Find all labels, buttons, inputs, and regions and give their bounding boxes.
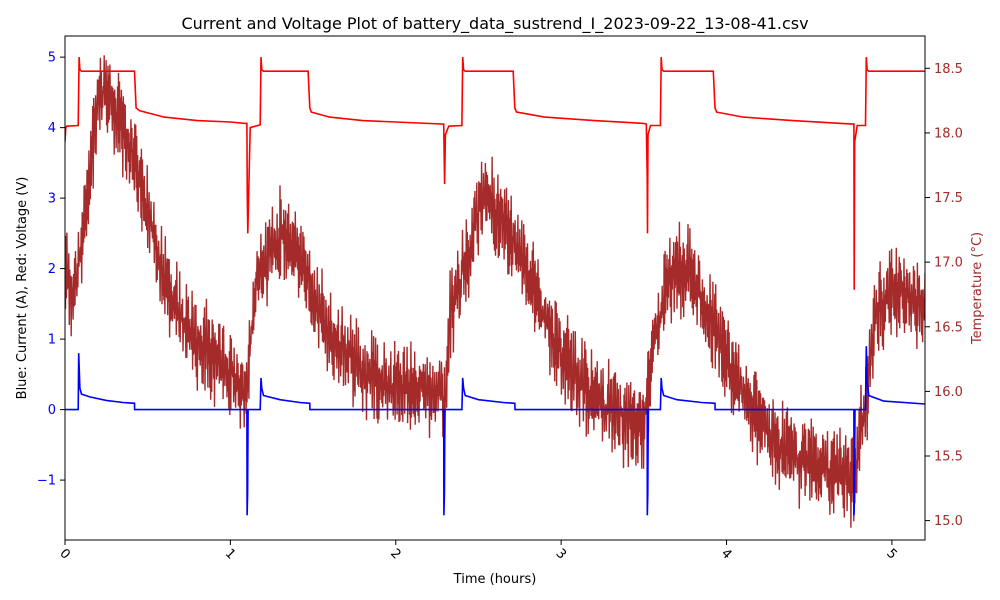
y-tick-label: 4 — [48, 121, 56, 136]
chart-title: Current and Voltage Plot of battery_data… — [181, 14, 808, 34]
y-axis-ticks: −1 0 1 2 3 4 5 — [37, 51, 65, 489]
y-tick-label: −1 — [37, 474, 56, 489]
plot-layer — [65, 55, 925, 528]
y2-tick-label: 16.5 — [934, 320, 963, 335]
y2-axis-title: Temperature (°C) — [970, 232, 985, 345]
y2-tick-label: 16.0 — [934, 385, 963, 400]
y2-tick-label: 18.0 — [934, 126, 963, 141]
y2-tick-label: 15.5 — [934, 450, 963, 465]
y2-axis-ticks: 15.0 15.5 16.0 16.5 17.0 17.5 18.0 18.5 — [925, 62, 963, 529]
y-tick-label: 5 — [48, 51, 56, 66]
y-tick-label: 0 — [48, 403, 56, 418]
current-line — [65, 346, 925, 516]
y-tick-label: 3 — [48, 192, 56, 207]
y-tick-label: 2 — [48, 262, 56, 277]
plot-frame — [64, 35, 926, 541]
temperature-line — [65, 55, 925, 528]
voltage-line — [65, 57, 925, 290]
x-axis-title: Time (hours) — [453, 572, 537, 587]
y2-tick-label: 18.5 — [934, 62, 963, 77]
y-axis-title: Blue: Current (A), Red: Voltage (V) — [15, 177, 30, 400]
y2-tick-label: 17.0 — [934, 256, 963, 271]
y2-tick-label: 17.5 — [934, 191, 963, 206]
y-tick-label: 1 — [48, 333, 56, 348]
y2-tick-label: 15.0 — [934, 514, 963, 529]
